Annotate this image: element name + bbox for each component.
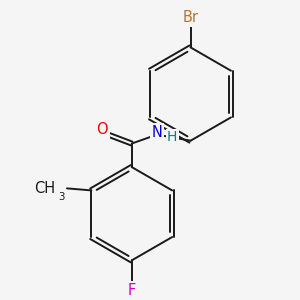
Text: 3: 3	[58, 192, 64, 202]
Text: Br: Br	[183, 10, 199, 25]
Text: F: F	[128, 283, 136, 298]
Text: H: H	[167, 130, 178, 144]
Text: CH: CH	[34, 181, 56, 196]
Text: O: O	[96, 122, 108, 137]
Text: N: N	[152, 125, 162, 140]
